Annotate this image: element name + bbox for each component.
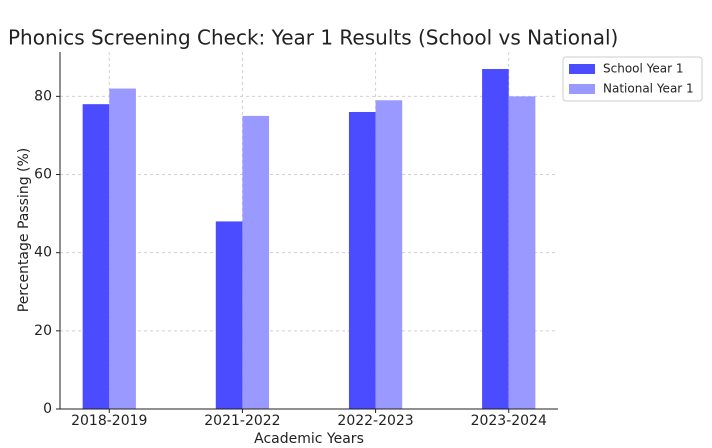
y-tick-label: 0 (43, 401, 52, 417)
x-tick-label: 2023-2024 (471, 413, 547, 429)
bar (109, 88, 136, 410)
legend-label: School Year 1 (603, 62, 684, 76)
legend-swatch (569, 64, 595, 74)
y-tick-label: 20 (34, 323, 52, 339)
y-tick-label: 80 (34, 88, 52, 104)
x-tick-label: 2021-2022 (204, 413, 280, 429)
x-tick-label: 2022-2023 (337, 413, 413, 429)
legend-swatch (569, 84, 595, 94)
y-axis-label: Percentage Passing (%) (16, 148, 32, 313)
bar (215, 221, 243, 409)
chart-title: Phonics Screening Check: Year 1 Results … (8, 26, 618, 50)
legend-label: National Year 1 (603, 82, 694, 96)
bar (375, 100, 403, 409)
x-axis-label: Academic Years (254, 431, 364, 447)
y-tick-label: 40 (34, 245, 52, 261)
legend-box (562, 56, 703, 102)
bar (482, 69, 509, 409)
bar (242, 115, 270, 410)
y-tick-label: 60 (34, 167, 52, 183)
bar (508, 96, 536, 409)
bar (348, 111, 376, 410)
bar (82, 104, 110, 409)
x-tick-label: 2018-2019 (71, 413, 147, 429)
